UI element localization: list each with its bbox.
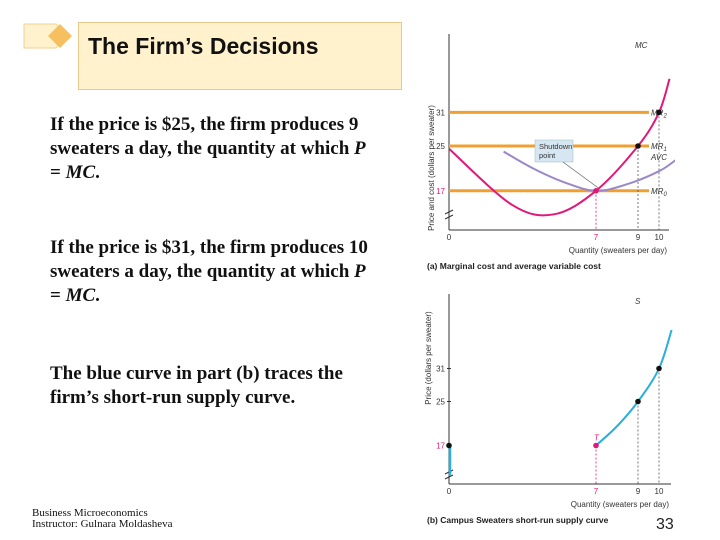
equals-sign: = bbox=[50, 285, 66, 306]
x-axis-label: Quantity (sweaters per day) bbox=[571, 500, 670, 509]
shutdown-label: Shutdown bbox=[539, 142, 572, 151]
chart-b: Price (dollars per sweater) Quantity (sw… bbox=[424, 294, 673, 525]
mc-symbol: MC bbox=[65, 285, 96, 306]
chart-a: Price and cost (dollars per sweater) Qua… bbox=[427, 34, 675, 271]
price-line-label: MR0 bbox=[651, 187, 667, 198]
paragraph-text: If the price is $25, the firm produces 9… bbox=[50, 114, 359, 159]
axis-break-icon bbox=[444, 209, 454, 220]
supply-curve bbox=[595, 329, 673, 447]
y-axis-label: Price and cost (dollars per sweater) bbox=[427, 105, 436, 231]
x-tick-label: 0 bbox=[447, 487, 452, 496]
equilibrium-point bbox=[593, 188, 599, 194]
equilibrium-point bbox=[635, 143, 641, 149]
x-tick-label: 0 bbox=[447, 233, 452, 242]
x-tick-label: 9 bbox=[636, 233, 641, 242]
price-line-label: MR1 bbox=[651, 142, 667, 153]
shutdown-label: point bbox=[539, 151, 556, 160]
title-box bbox=[78, 22, 402, 90]
chart-caption: (b) Campus Sweaters short-run supply cur… bbox=[427, 515, 609, 525]
supply-point bbox=[656, 365, 662, 372]
supply-point bbox=[446, 442, 452, 449]
diamond-decoration bbox=[23, 23, 72, 49]
annotation-pointer bbox=[562, 161, 599, 189]
x-axis-label: Quantity (sweaters per day) bbox=[569, 246, 668, 255]
supply-point bbox=[635, 398, 641, 405]
mc-label: MC bbox=[635, 41, 648, 50]
y-tick-label: 25 bbox=[436, 142, 445, 151]
x-tick-label: 9 bbox=[636, 487, 641, 496]
footer-course: Business Microeconomics bbox=[32, 507, 148, 519]
period: . bbox=[95, 162, 100, 183]
avc-label: AVC bbox=[650, 153, 667, 162]
y-tick-label: 17 bbox=[436, 187, 445, 196]
p-symbol: P bbox=[354, 261, 366, 282]
point-t-label: T bbox=[594, 434, 600, 443]
y-tick-label: 31 bbox=[436, 365, 445, 374]
footer-instructor: Instructor: Gulnara Moldasheva bbox=[32, 518, 173, 530]
y-tick-label: 25 bbox=[436, 398, 445, 407]
x-tick-label: 7 bbox=[594, 487, 599, 496]
page-number: 33 bbox=[656, 516, 674, 533]
equals-sign: = bbox=[50, 162, 66, 183]
paragraph-supply-curve: The blue curve in part (b) traces the fi… bbox=[50, 363, 343, 408]
y-tick-label: 17 bbox=[436, 442, 445, 451]
paragraph-price-31: If the price is $31, the firm produces 1… bbox=[50, 236, 380, 308]
supply-point bbox=[593, 442, 599, 449]
paragraph-text: If the price is $31, the firm produces 1… bbox=[50, 237, 368, 282]
y-tick-label: 31 bbox=[436, 108, 445, 117]
avc-curve bbox=[503, 150, 675, 192]
mc-symbol: MC bbox=[65, 162, 96, 183]
supply-label: S bbox=[635, 297, 641, 306]
p-symbol: P bbox=[354, 138, 366, 159]
equilibrium-point bbox=[656, 109, 662, 116]
x-tick-label: 10 bbox=[655, 233, 664, 242]
shutdown-label-box bbox=[534, 139, 574, 163]
slide-title: The Firm’s Decisions bbox=[88, 33, 319, 59]
period: . bbox=[95, 285, 100, 306]
paragraph-price-25: If the price is $25, the firm produces 9… bbox=[50, 113, 380, 185]
chart-caption: (a) Marginal cost and average variable c… bbox=[427, 261, 601, 271]
x-tick-label: 10 bbox=[655, 487, 664, 496]
y-axis-label: Price (dollars per sweater) bbox=[424, 311, 433, 405]
x-tick-label: 7 bbox=[594, 233, 599, 242]
